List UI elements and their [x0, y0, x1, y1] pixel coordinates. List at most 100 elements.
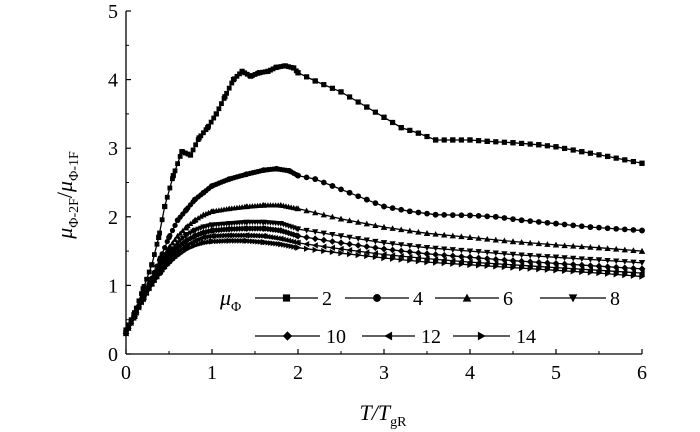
data-point — [458, 261, 465, 268]
data-point — [562, 145, 568, 152]
data-point — [449, 232, 456, 239]
data-point — [174, 233, 181, 239]
data-point — [406, 248, 414, 256]
data-point — [433, 137, 439, 143]
x-tick-label: 1 — [207, 362, 217, 384]
series-layer — [122, 63, 646, 337]
data-point — [252, 72, 258, 77]
data-point — [406, 227, 413, 234]
data-point — [224, 90, 230, 96]
data-point — [535, 219, 542, 225]
data-point — [544, 241, 551, 247]
data-point — [175, 161, 180, 167]
y-tick-label: 0 — [108, 344, 118, 366]
data-point — [312, 176, 319, 182]
data-point — [347, 94, 353, 100]
data-point — [570, 255, 577, 262]
data-point — [622, 157, 628, 163]
data-point — [149, 282, 155, 289]
data-point — [157, 272, 163, 278]
data-point — [467, 212, 473, 219]
data-point — [407, 257, 413, 264]
data-point — [552, 264, 559, 271]
data-point — [347, 250, 353, 258]
data-point — [203, 234, 209, 240]
data-point — [406, 253, 413, 261]
data-point — [136, 305, 142, 312]
data-point — [440, 251, 448, 259]
data-point — [562, 267, 568, 274]
data-point — [630, 272, 637, 279]
data-point — [621, 226, 628, 233]
data-point — [372, 200, 379, 206]
data-point — [304, 245, 310, 252]
data-point — [257, 70, 263, 76]
data-point — [406, 243, 413, 249]
data-point — [140, 286, 146, 292]
data-point — [270, 234, 276, 241]
data-point — [364, 104, 370, 110]
data-point — [272, 235, 279, 241]
data-point — [203, 127, 209, 133]
x-tick-label: 5 — [551, 362, 561, 384]
data-point — [133, 310, 140, 316]
data-point — [527, 265, 534, 272]
data-point — [449, 247, 456, 253]
data-point — [288, 238, 294, 245]
data-point — [164, 238, 170, 245]
data-point — [312, 209, 319, 216]
data-point — [492, 236, 499, 243]
data-point — [501, 263, 508, 271]
data-point — [544, 254, 551, 260]
data-point — [587, 269, 594, 276]
data-point — [423, 245, 431, 251]
data-point — [131, 315, 137, 321]
data-point — [570, 265, 576, 272]
data-point — [398, 242, 405, 248]
data-point — [290, 238, 297, 245]
data-point — [578, 256, 585, 263]
data-point — [231, 76, 237, 82]
data-point — [285, 229, 292, 237]
data-point — [596, 152, 602, 158]
data-point — [372, 238, 379, 245]
data-point — [372, 250, 378, 257]
data-point — [527, 218, 534, 224]
data-point — [587, 224, 594, 230]
data-point — [136, 298, 142, 304]
data-point — [268, 67, 273, 73]
data-point — [146, 287, 153, 293]
data-point — [320, 211, 327, 218]
data-point — [415, 254, 421, 261]
data-point — [415, 258, 422, 265]
data-point — [595, 244, 603, 251]
data-point — [509, 238, 517, 245]
data-point — [221, 232, 227, 239]
data-point — [259, 233, 266, 239]
data-point — [346, 247, 353, 254]
data-point — [354, 241, 362, 249]
data-point — [475, 249, 482, 255]
data-point — [570, 242, 577, 249]
data-point — [169, 246, 176, 252]
legend-marker — [477, 331, 486, 341]
data-point — [630, 227, 637, 233]
data-point — [475, 213, 482, 219]
data-point — [154, 275, 160, 282]
legend-label: 6 — [503, 288, 513, 310]
data-point — [167, 233, 173, 239]
data-point — [536, 266, 542, 273]
data-point — [535, 253, 542, 260]
data-point — [141, 284, 147, 289]
data-point — [363, 220, 370, 227]
data-point — [484, 138, 490, 144]
data-point — [294, 239, 301, 246]
data-point — [197, 213, 204, 219]
data-point — [441, 256, 447, 264]
data-point — [166, 249, 173, 255]
legend-item-14: 14 — [453, 326, 536, 348]
data-point — [553, 220, 559, 227]
data-point — [389, 252, 396, 259]
data-point — [162, 245, 168, 251]
data-point — [458, 212, 465, 219]
